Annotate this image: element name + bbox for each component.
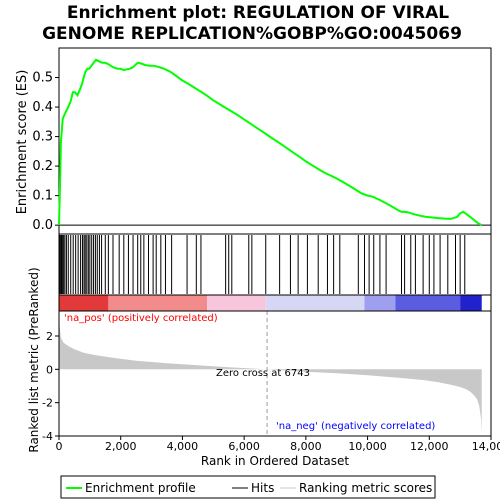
color-bar-segment	[265, 295, 365, 311]
color-bar-segment	[364, 295, 396, 311]
x-tick-label: 12,000	[410, 440, 449, 453]
color-bar-segment	[108, 295, 208, 311]
metric-plot-frame	[58, 310, 492, 437]
es-y-tick-label: 0.2	[32, 159, 53, 174]
x-tick-label: 2,000	[105, 440, 137, 453]
x-axis-label: Rank in Ordered Dataset	[201, 454, 349, 468]
es-y-tick-label: 0.1	[32, 189, 53, 204]
legend-box	[60, 475, 436, 499]
metric-y-axis-label: Ranked list metric (PreRanked)	[27, 267, 41, 452]
es-y-tick-label: 0.3	[32, 130, 53, 145]
x-tick-label: 10,000	[348, 440, 387, 453]
x-tick-label: 8,000	[290, 440, 322, 453]
ranking-color-bar	[58, 294, 492, 312]
legend-hits-label: Hits	[251, 481, 274, 495]
legend-ranking-metric-label: Ranking metric scores	[299, 481, 432, 495]
legend: Enrichment profile Hits Ranking metric s…	[60, 475, 436, 499]
pos-correlated-label: 'na_pos' (positively correlated)	[64, 313, 218, 324]
es-y-tick-label: 0.4	[32, 100, 53, 115]
es-y-axis-label: Enrichment score (ES)	[15, 70, 30, 215]
metric-y-tick-label: -2	[42, 397, 53, 410]
color-bar-segment	[207, 295, 266, 311]
metric-y-tick-label: 0	[46, 363, 53, 376]
x-tick-label: 4,000	[167, 440, 199, 453]
x-tick-label: 14,000	[472, 440, 500, 453]
x-tick-label: 6,000	[228, 440, 260, 453]
es-y-tick-label: 0.5	[32, 71, 53, 86]
metric-y-tick-label: 2	[46, 330, 53, 343]
zero-cross-label: Zero cross at 6743	[216, 368, 310, 379]
color-bar-segment	[395, 295, 461, 311]
es-panel: 0.0 0.1 0.2 0.3 0.4 0.5	[32, 47, 492, 235]
color-bar-segment	[59, 295, 109, 311]
es-enrichment-profile-line	[58, 58, 483, 227]
legend-enrichment-profile-label: Enrichment profile	[85, 481, 196, 495]
metric-y-tick-label: -4	[42, 430, 53, 443]
color-bar-segment	[460, 295, 482, 311]
ranking-metric-area	[59, 314, 482, 433]
neg-correlated-label: 'na_neg' (negatively correlated)	[276, 421, 435, 432]
chart-title-line-2: GENOME REPLICATION%GOBP%GO:0045069	[42, 24, 462, 44]
metric-panel: -4 -2 0 2 0 2,000 4,000 6,000 8,000 10,000 12,000 1…	[42, 310, 500, 453]
es-y-tick-label: 0.0	[32, 218, 53, 233]
chart-title-line-1: Enrichment plot: REGULATION OF VIRAL	[67, 3, 449, 23]
hits-panel	[58, 233, 492, 296]
x-tick-label: 0	[56, 440, 63, 453]
